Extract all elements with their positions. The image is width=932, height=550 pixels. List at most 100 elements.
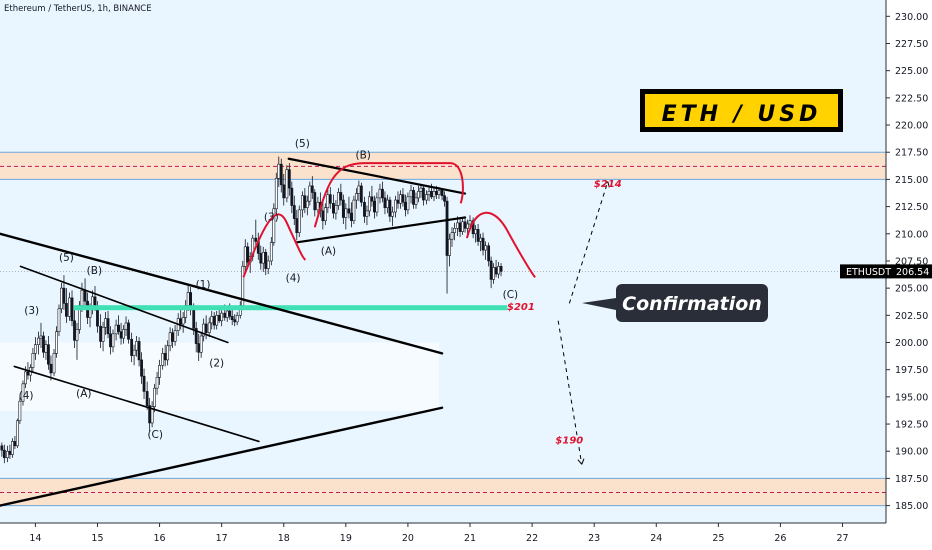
candle (199, 331, 203, 358)
channel-upper-line (19, 265, 229, 344)
candle (33, 337, 37, 360)
wave-label: (A) (321, 245, 336, 257)
candle (290, 181, 294, 214)
candle (499, 263, 503, 277)
candle (297, 205, 301, 238)
right-shoulder-curve (465, 211, 536, 278)
triangle-shade (0, 342, 439, 412)
candle (406, 192, 410, 215)
candle (287, 163, 291, 196)
candle (153, 383, 156, 413)
y-tick-label: 200.00 (895, 338, 928, 349)
candle (425, 190, 428, 205)
candle (241, 260, 245, 309)
x-tick-label: 15 (91, 533, 103, 544)
candle (390, 206, 394, 227)
candle (282, 173, 286, 206)
candle (279, 158, 283, 193)
x-tick-label: 22 (526, 533, 538, 544)
candle (62, 275, 66, 310)
y-tick-label: 212.50 (895, 202, 928, 213)
candle (70, 290, 74, 327)
projection-up-arrow (568, 181, 610, 304)
wave-label: (1) (196, 279, 211, 291)
candle (414, 192, 418, 209)
candle (150, 401, 154, 428)
x-tick-label: 27 (836, 533, 848, 544)
last-price-tag (840, 264, 932, 279)
x-tick-label: 14 (29, 533, 41, 544)
candles-layer (0, 156, 503, 464)
y-tick-label: 230.00 (895, 12, 928, 23)
candle (481, 232, 485, 256)
last-price-label: 206.54 (896, 267, 929, 278)
candle (0, 442, 4, 457)
candle (313, 189, 317, 217)
candle (328, 187, 332, 209)
candle (334, 200, 338, 220)
candle (130, 332, 134, 363)
left-shoulder-curve (242, 213, 307, 278)
wedge-upper-line (287, 157, 467, 195)
target-price-label: $201 (507, 302, 535, 313)
x-tick-label: 25 (712, 533, 724, 544)
pair-badge: ETH / USD (640, 89, 843, 132)
candle (448, 233, 451, 267)
candle (15, 418, 19, 448)
y-tick-label: 217.50 (895, 148, 928, 159)
candle (2, 444, 6, 464)
x-tick-label: 26 (774, 533, 786, 544)
candle (137, 337, 141, 367)
y-tick-label: 205.00 (895, 284, 928, 295)
y-tick-label: 225.00 (895, 66, 928, 77)
candle (274, 172, 278, 215)
candle (310, 176, 314, 199)
y-tick-label: 227.50 (895, 39, 928, 50)
candle (370, 185, 374, 207)
candle (230, 309, 234, 326)
wave-label: (3) (24, 305, 39, 317)
wave-label: (5) (59, 252, 74, 264)
y-tick-label: 185.00 (895, 501, 928, 512)
candle (487, 242, 491, 267)
wave-label: (C) (147, 429, 163, 441)
wave-label: (3) (264, 212, 279, 224)
y-tick-label: 187.50 (895, 474, 928, 485)
candle (381, 181, 384, 203)
candle (476, 223, 480, 246)
candle (363, 196, 366, 223)
triangle-upper-line (0, 232, 444, 355)
candle (365, 205, 369, 226)
candle (11, 438, 14, 458)
candle (445, 196, 449, 294)
candle (106, 310, 110, 339)
candle (266, 255, 270, 275)
candle (181, 312, 185, 333)
plot-bg-shade (0, 0, 886, 523)
candle (132, 344, 136, 366)
candle (339, 183, 343, 206)
x-tick-label: 21 (464, 533, 476, 544)
candle (158, 359, 161, 385)
candle (117, 315, 120, 335)
confirmation-callout: Confirmation (582, 284, 768, 322)
y-tick-label: 195.00 (895, 392, 928, 403)
candle (285, 165, 289, 203)
x-tick-label: 17 (216, 533, 228, 544)
candle (75, 322, 79, 360)
candle (368, 191, 371, 217)
candle (220, 308, 224, 327)
y-tick-label: 192.50 (895, 420, 928, 431)
wave-label: (B) (356, 150, 371, 162)
candle (31, 347, 35, 373)
triangle-lower-line (0, 406, 444, 507)
candle (52, 349, 56, 377)
x-tick-label: 16 (154, 533, 166, 544)
wave-label: (4) (19, 390, 34, 402)
support-zone (0, 478, 886, 506)
candle (308, 181, 312, 206)
head-curve (313, 162, 464, 228)
candle (422, 184, 425, 206)
